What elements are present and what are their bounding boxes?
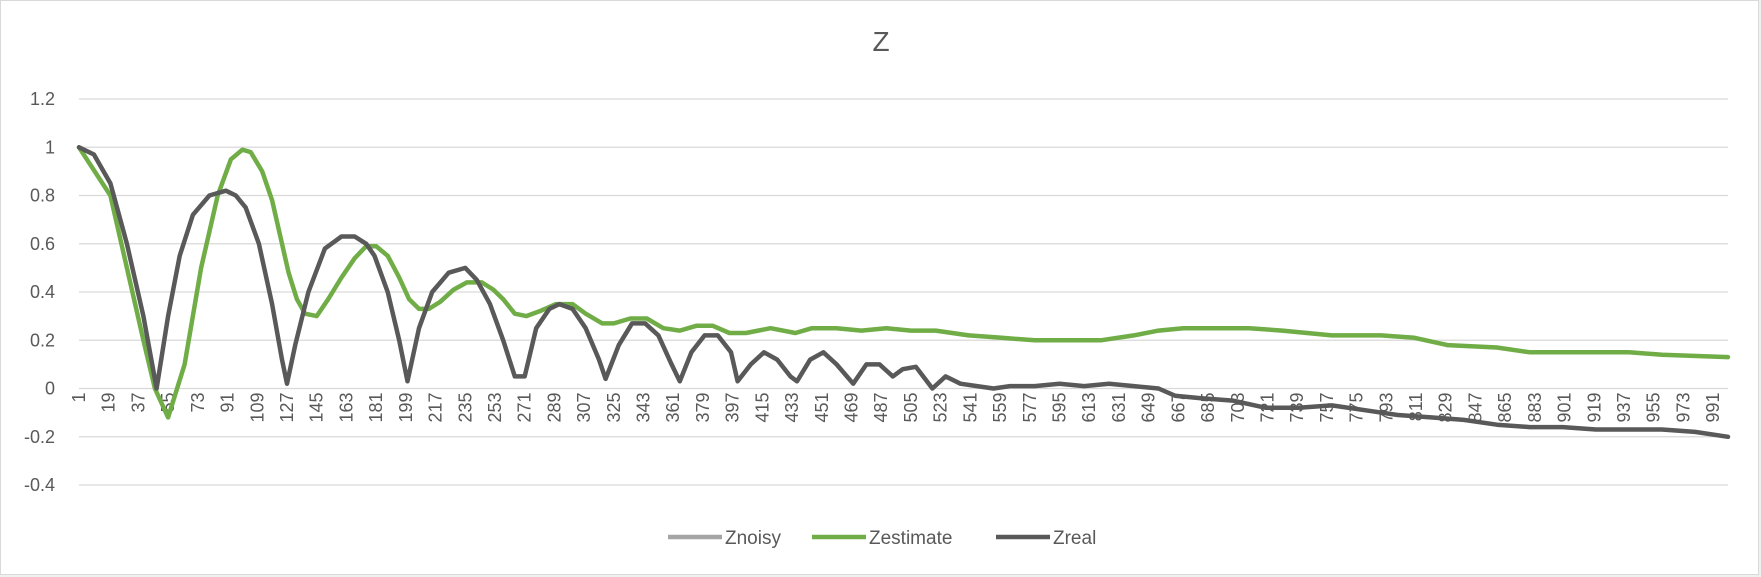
x-tick-label: 343 [634,393,654,423]
x-tick-label: 505 [901,393,921,423]
series-line-zestimate [76,145,1731,420]
x-tick-label: 487 [871,393,891,423]
x-tick-label: 217 [426,393,446,423]
x-tick-label: 937 [1614,393,1634,423]
y-tick-label: -0.2 [24,427,55,447]
x-tick-label: 703 [1228,393,1248,423]
x-tick-label: 595 [1049,393,1069,423]
x-tick-label: 847 [1465,393,1485,423]
x-tick-label: 307 [574,393,594,423]
x-tick-label: 469 [842,393,862,423]
x-tick-label: 433 [782,393,802,423]
x-tick-label: 955 [1644,393,1664,423]
y-axis-ticks: 1.2 1 0.8 0.6 0.4 0.2 0 -0.2 -0.4 [24,89,55,495]
x-tick-label: 451 [812,393,832,423]
x-tick-label: 235 [455,393,475,423]
x-tick-label: 289 [544,393,564,423]
x-tick-label: 793 [1376,393,1396,423]
x-tick-label: 325 [604,393,624,423]
x-tick-label: 901 [1555,393,1575,423]
x-tick-label: 523 [931,393,951,423]
x-tick-label: 541 [960,393,980,423]
legend-label-zestimate: Zestimate [869,528,952,549]
x-tick-label: 577 [1020,393,1040,423]
gridlines [79,98,1728,486]
chart-title: Z [872,26,889,57]
y-tick-label: 0.6 [30,234,55,254]
x-tick-label: 415 [752,393,772,423]
x-tick-label: 127 [277,393,297,423]
y-tick-label: 1 [45,137,55,157]
x-tick-label: 613 [1079,393,1099,423]
x-tick-label: 271 [515,393,535,423]
x-tick-label: 361 [663,393,683,423]
x-tick-label: 883 [1525,393,1545,423]
x-tick-label: 559 [990,392,1010,422]
series-line-zreal [76,145,1731,440]
x-tick-label: 91 [218,393,238,413]
x-tick-label: 37 [128,393,148,413]
x-tick-label: 973 [1673,393,1693,423]
legend: Znoisy Zestimate Zreal [668,528,1096,549]
x-tick-label: 829 [1436,393,1456,423]
x-tick-label: 145 [307,393,327,423]
series-lines [76,145,1731,440]
x-tick-label: 1 [69,393,89,403]
legend-label-zreal: Zreal [1053,528,1096,549]
x-tick-label: 649 [1139,393,1159,423]
x-tick-label: 865 [1495,393,1515,423]
x-tick-label: 181 [366,393,386,423]
y-tick-label: -0.4 [24,475,55,495]
x-axis-ticks: 1 19 37 55 73 91 109 127 145 163 181 199 217 235 253 27… [69,392,1723,422]
x-tick-label: 253 [485,393,505,423]
y-tick-label: 0.4 [30,282,55,302]
x-tick-label: 163 [336,393,356,423]
x-tick-label: 199 [396,393,416,423]
x-tick-label: 397 [723,393,743,423]
y-tick-label: 0 [45,379,55,399]
x-tick-label: 379 [693,393,713,423]
legend-label-znoisy: Znoisy [725,528,781,549]
x-tick-label: 991 [1703,393,1723,423]
x-tick-label: 631 [1109,393,1129,423]
x-tick-label: 19 [99,393,119,413]
x-tick-label: 73 [188,393,208,413]
x-tick-label: 919 [1584,393,1604,423]
y-tick-label: 0.8 [30,186,55,206]
x-tick-label: 667 [1168,393,1188,423]
y-tick-label: 1.2 [30,89,55,109]
y-tick-label: 0.2 [30,330,55,350]
x-tick-label: 109 [247,393,267,423]
